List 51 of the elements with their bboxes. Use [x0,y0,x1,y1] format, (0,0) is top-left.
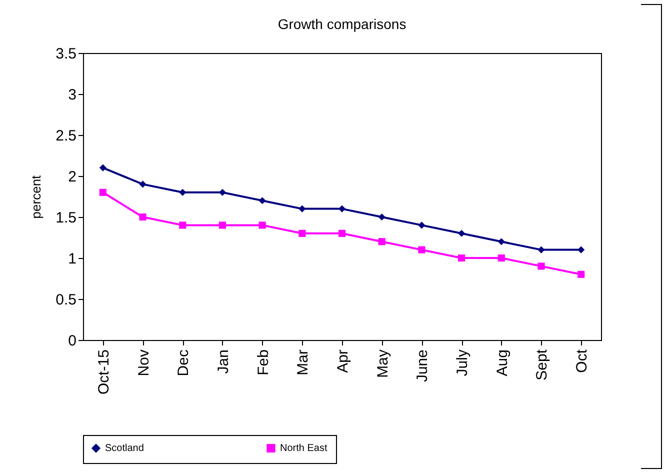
x-tick-label: Nov [135,349,152,376]
point [298,205,306,212]
point [458,254,466,262]
point [418,222,426,229]
point [218,188,226,196]
point [258,197,266,204]
x-tick-label: Aug [494,350,511,376]
x-tick-label: Dec [175,349,192,376]
point [99,188,106,196]
x-tick-label: July [454,349,472,376]
y-tick-label: 2 [68,168,76,186]
point [338,205,346,212]
point [258,222,266,229]
y-tick-label: 0.5 [56,292,76,308]
point [538,246,545,254]
y-tick-label: 0 [68,332,76,350]
point [498,238,505,246]
point [298,230,306,237]
x-tick-label: Apr [334,349,352,373]
y-axis-title: percent [28,174,44,219]
x-tick-label: Jan [214,350,232,374]
point [498,254,505,262]
legend-label: North East [280,443,328,454]
point [458,230,466,237]
y-tick-label: 3 [68,86,76,104]
point [418,246,426,254]
point [179,222,186,229]
y-tick-label: 1.5 [56,210,76,226]
x-tick-label: Oct [574,348,591,373]
point [378,213,386,221]
point [578,246,585,254]
y-tick-label: 2.5 [56,128,76,144]
point [578,270,585,278]
point [338,230,346,237]
x-tick-label: Sept [534,348,551,380]
point [179,188,186,196]
y-tick-label: 1 [68,250,76,268]
point [538,262,545,270]
x-tick-label: Mar [294,350,312,376]
point [99,164,106,172]
x-tick-label: May [374,349,392,378]
point [139,180,146,188]
point [218,222,226,229]
point [378,238,386,246]
x-tick-label: Oct-15 [95,350,112,395]
y-tick-label: 3.5 [56,46,76,62]
chart-title: Growth comparisons [278,16,406,32]
point [139,213,146,221]
legend-label: Scotland [105,443,144,454]
x-tick-label: Feb [254,350,272,376]
x-tick-label: June [414,350,432,382]
